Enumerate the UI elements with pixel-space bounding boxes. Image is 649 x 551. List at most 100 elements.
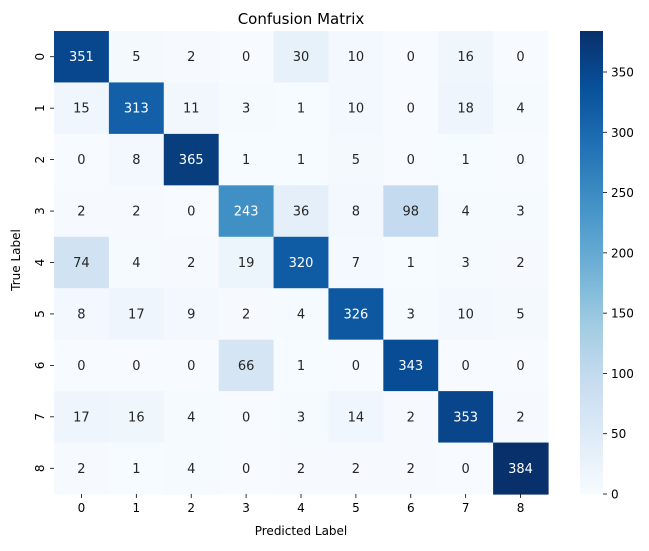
cell-value-label: 15 xyxy=(73,102,90,117)
x-tick-label: 4 xyxy=(297,501,305,515)
heatmap-cell xyxy=(438,185,494,238)
heatmap-cell xyxy=(438,236,494,289)
heatmap-cell xyxy=(163,133,220,186)
heatmap-cell xyxy=(493,339,549,392)
cell-value-label: 243 xyxy=(234,205,259,220)
cell-value-label: 313 xyxy=(124,102,149,117)
cell-value-label: 3 xyxy=(516,205,524,220)
cell-value-label: 2 xyxy=(187,50,195,65)
cell-value-label: 10 xyxy=(348,102,365,117)
cell-value-label: 0 xyxy=(77,359,85,374)
x-axis-label: Predicted Label xyxy=(255,524,348,538)
heatmap-cells: 351 5 2 0 30 10 0 16 015 313 11 3 1 10 0 18 40 8 365 1 1 5 0 1 0… xyxy=(54,31,549,495)
heatmap-cell xyxy=(54,442,110,495)
heatmap-cell xyxy=(163,391,220,444)
cell-value-label: 3 xyxy=(407,307,415,322)
x-tick-label: 3 xyxy=(242,501,250,515)
heatmap-cell xyxy=(218,442,275,495)
y-axis-label: True Label xyxy=(9,229,23,292)
cell-value-label: 10 xyxy=(348,50,365,65)
cell-value-label: 0 xyxy=(407,153,415,168)
heatmap-cell xyxy=(218,236,275,289)
heatmap-cell xyxy=(493,133,549,186)
y-axis-ticks: 0 1 2 3 4 5 6 7 8 xyxy=(33,53,54,472)
cell-value-label: 2 xyxy=(77,462,85,477)
cell-value-label: 353 xyxy=(453,410,478,425)
cell-value-label: 66 xyxy=(238,359,255,374)
heatmap-cell xyxy=(108,288,165,341)
cell-value-label: 3 xyxy=(462,256,470,271)
cell-value-label: 16 xyxy=(128,410,145,425)
heatmap-cell xyxy=(383,339,439,392)
cell-value-label: 1 xyxy=(407,256,415,271)
cell-value-label: 17 xyxy=(128,307,145,322)
chart-title: Confusion Matrix xyxy=(238,10,365,28)
heatmap-cell xyxy=(493,288,549,341)
colorbar-tick-label: 0 xyxy=(611,488,619,502)
cell-value-label: 8 xyxy=(77,307,85,322)
cell-value-label: 98 xyxy=(403,205,420,220)
cell-value-label: 5 xyxy=(516,307,524,322)
cell-value-label: 1 xyxy=(297,102,305,117)
cell-value-label: 0 xyxy=(462,359,470,374)
y-tick-label: 5 xyxy=(33,310,47,318)
heatmap-cell xyxy=(273,31,330,84)
x-tick-label: 8 xyxy=(517,501,525,515)
y-tick-label: 2 xyxy=(33,156,47,164)
heatmap-cell xyxy=(54,185,110,238)
heatmap-cell xyxy=(328,133,384,186)
heatmap-cell xyxy=(273,339,330,392)
heatmap-cell xyxy=(108,236,165,289)
heatmap-cell xyxy=(218,185,275,238)
cell-value-label: 5 xyxy=(352,153,360,168)
cell-value-label: 0 xyxy=(516,50,524,65)
heatmap-cell xyxy=(54,133,110,186)
heatmap-cell xyxy=(273,288,330,341)
heatmap-cell xyxy=(383,185,439,238)
colorbar-tick-label: 200 xyxy=(611,246,634,260)
cell-value-label: 365 xyxy=(179,153,204,168)
cell-value-label: 2 xyxy=(187,256,195,271)
heatmap-cell xyxy=(54,236,110,289)
cell-value-label: 4 xyxy=(516,102,524,117)
cell-value-label: 0 xyxy=(516,359,524,374)
cell-value-label: 8 xyxy=(132,153,140,168)
y-tick-label: 4 xyxy=(33,259,47,267)
cell-value-label: 2 xyxy=(516,256,524,271)
heatmap-cell xyxy=(438,391,494,444)
y-tick-label: 3 xyxy=(33,207,47,215)
cell-value-label: 0 xyxy=(187,359,195,374)
cell-value-label: 3 xyxy=(297,410,305,425)
heatmap-cell xyxy=(273,236,330,289)
cell-value-label: 0 xyxy=(77,153,85,168)
colorbar-tick-label: 150 xyxy=(611,307,634,321)
cell-value-label: 0 xyxy=(462,462,470,477)
x-axis-ticks: 0 1 2 3 4 5 6 7 8 xyxy=(78,494,525,515)
heatmap-cell xyxy=(218,339,275,392)
cell-value-label: 19 xyxy=(238,256,255,271)
heatmap-cell xyxy=(493,31,549,84)
cell-value-label: 1 xyxy=(462,153,470,168)
cell-value-label: 11 xyxy=(183,102,200,117)
heatmap-cell xyxy=(54,391,110,444)
cell-value-label: 1 xyxy=(132,462,140,477)
cell-value-label: 0 xyxy=(242,410,250,425)
heatmap-cell xyxy=(438,442,494,495)
cell-value-label: 7 xyxy=(352,256,360,271)
heatmap-cell xyxy=(438,133,494,186)
cell-value-label: 0 xyxy=(187,205,195,220)
heatmap-cell xyxy=(54,339,110,392)
heatmap-cell xyxy=(493,236,549,289)
cell-value-label: 0 xyxy=(407,50,415,65)
heatmap-cell xyxy=(328,31,384,84)
y-tick-label: 0 xyxy=(33,53,47,61)
heatmap-cell xyxy=(273,185,330,238)
heatmap-cell xyxy=(438,288,494,341)
heatmap-cell xyxy=(273,82,330,135)
heatmap-cell xyxy=(383,82,439,135)
heatmap-cell xyxy=(383,391,439,444)
cell-value-label: 74 xyxy=(73,256,90,271)
cell-value-label: 351 xyxy=(69,50,94,65)
x-tick-label: 7 xyxy=(462,501,470,515)
